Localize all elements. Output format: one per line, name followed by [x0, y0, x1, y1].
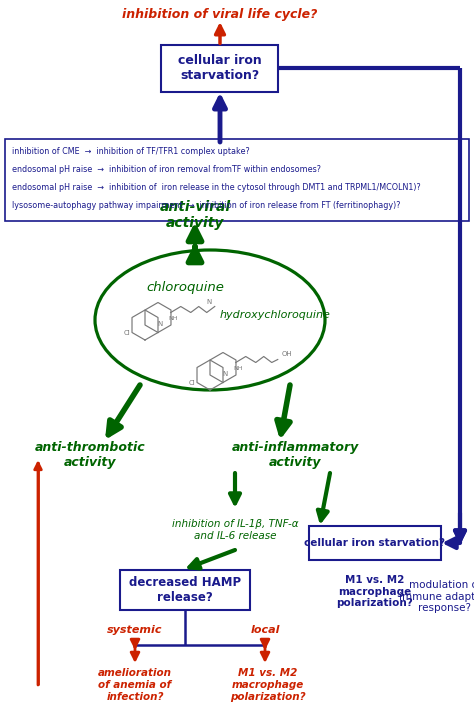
Text: M1 vs. M2
macrophage
polarization?: M1 vs. M2 macrophage polarization? — [337, 575, 413, 608]
Text: Cl: Cl — [189, 380, 195, 386]
Text: cellular iron
starvation?: cellular iron starvation? — [178, 54, 262, 82]
Text: N: N — [157, 320, 163, 327]
FancyBboxPatch shape — [309, 526, 441, 560]
Text: N: N — [206, 300, 211, 305]
Text: Cl: Cl — [124, 330, 130, 336]
FancyBboxPatch shape — [5, 139, 469, 221]
Text: endosomal pH raise  →  inhibition of  iron release in the cytosol through DMT1 a: endosomal pH raise → inhibition of iron … — [12, 183, 421, 192]
FancyBboxPatch shape — [120, 570, 250, 610]
Text: cellular iron starvation?: cellular iron starvation? — [304, 538, 446, 548]
Text: endosomal pH raise  →  inhibition of iron removal fromTF within endosomes?: endosomal pH raise → inhibition of iron … — [12, 165, 321, 175]
Text: N: N — [222, 371, 228, 376]
Text: inhibition of IL-1β, TNF-α
and IL-6 release: inhibition of IL-1β, TNF-α and IL-6 rele… — [172, 519, 298, 541]
Text: inhibition of viral life cycle?: inhibition of viral life cycle? — [122, 8, 318, 21]
Text: chloroquine: chloroquine — [146, 281, 224, 295]
Text: NH: NH — [233, 366, 243, 371]
Text: modulation of
immune adaptive
response?: modulation of immune adaptive response? — [399, 580, 474, 613]
Text: NH: NH — [168, 317, 177, 322]
Text: OH: OH — [282, 351, 292, 356]
Ellipse shape — [95, 250, 325, 390]
Text: anti-thrombotic
activity: anti-thrombotic activity — [35, 441, 146, 469]
FancyBboxPatch shape — [162, 45, 279, 92]
Text: anti-viral
activity: anti-viral activity — [159, 200, 230, 230]
Text: amelioration
of anemia of
infection?: amelioration of anemia of infection? — [98, 668, 172, 701]
Text: M1 vs. M2
macrophage
polarization?: M1 vs. M2 macrophage polarization? — [230, 668, 306, 701]
Text: inhibition of CME  →  inhibition of TF/TFR1 complex uptake?: inhibition of CME → inhibition of TF/TFR… — [12, 148, 250, 156]
Text: local: local — [250, 625, 280, 635]
Text: hydroxychloroquine: hydroxychloroquine — [219, 310, 330, 320]
Text: systemic: systemic — [107, 625, 163, 635]
Text: anti-inflammatory
activity: anti-inflammatory activity — [231, 441, 359, 469]
Text: decreased HAMP
release?: decreased HAMP release? — [129, 576, 241, 604]
Text: lysosome-autophagy pathway impairment  →  inhibition of iron release from FT (fe: lysosome-autophagy pathway impairment → … — [12, 202, 401, 210]
